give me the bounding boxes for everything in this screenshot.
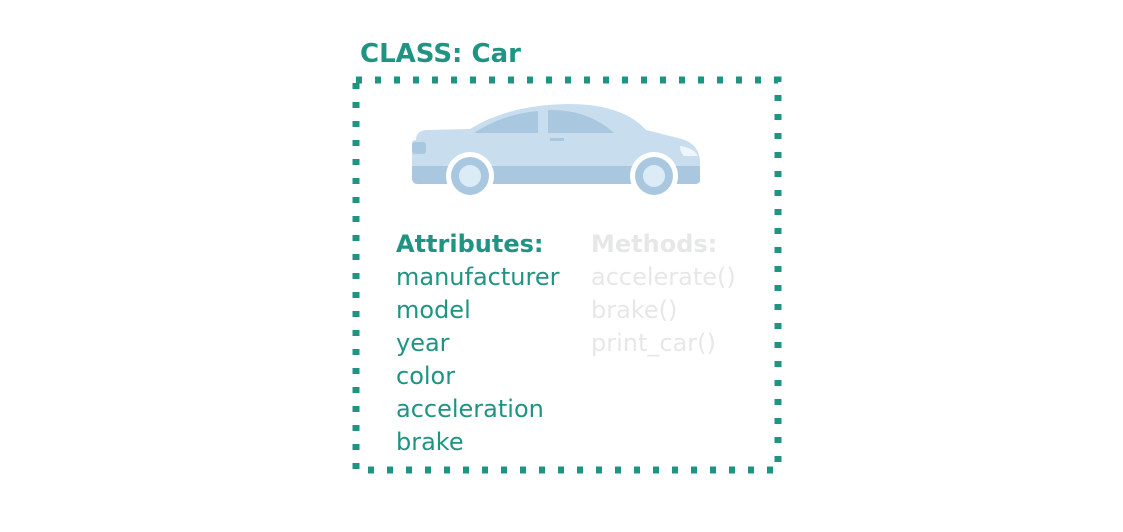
car-rear-light <box>412 142 426 154</box>
car-door-handle <box>550 138 564 141</box>
attributes-heading: Attributes: <box>396 230 544 258</box>
car-wheel-front-hub <box>643 165 665 187</box>
method-item: brake() <box>591 296 678 324</box>
attribute-item: year <box>396 329 450 357</box>
attribute-item: color <box>396 362 456 390</box>
car-headlight <box>680 146 698 156</box>
attribute-item: model <box>396 296 471 324</box>
methods-list: Methods: accelerate() brake() print_car(… <box>591 228 736 360</box>
car-icon <box>412 104 700 200</box>
method-item: accelerate() <box>591 263 736 291</box>
car-wheel-rear-hub <box>459 165 481 187</box>
attribute-item: manufacturer <box>396 263 560 291</box>
attribute-item: acceleration <box>396 395 544 423</box>
methods-heading: Methods: <box>591 230 718 258</box>
car-window-rear <box>474 111 538 133</box>
class-title: CLASS: Car <box>360 39 521 69</box>
method-item: print_car() <box>591 329 716 357</box>
attributes-list: Attributes: manufacturer model year colo… <box>396 228 559 459</box>
attribute-item: brake <box>396 428 464 456</box>
car-window-front <box>548 109 614 133</box>
class-boundary <box>352 76 782 474</box>
